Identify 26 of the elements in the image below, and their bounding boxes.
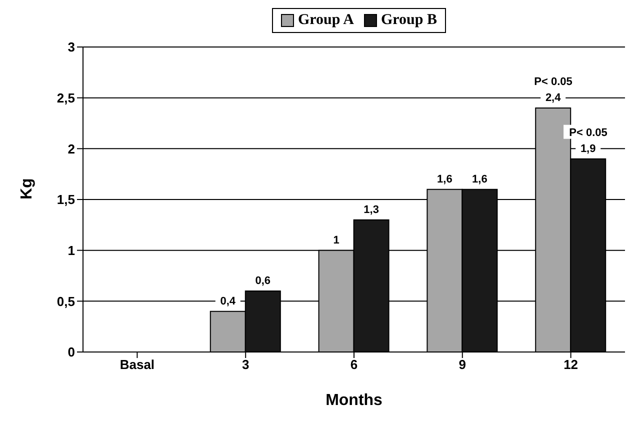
data-label: 1,3	[364, 204, 379, 216]
data-label: 1,6	[437, 173, 452, 186]
y-tick-label: 2,5	[56, 90, 75, 106]
x-tick-label: 3	[242, 357, 250, 372]
annotation: P< 0.05	[569, 126, 608, 139]
x-axis-title: Months	[326, 392, 383, 409]
y-tick-label: 1,5	[56, 192, 75, 208]
data-label: 0,6	[255, 275, 271, 287]
y-tick-label: 0,5	[56, 294, 75, 309]
y-tick-label: 0	[68, 344, 75, 360]
x-tick-label: 6	[350, 357, 358, 372]
annotation: P< 0.05	[534, 76, 572, 88]
data-label: 1	[333, 234, 340, 246]
y-tick-label: 2	[68, 141, 75, 156]
x-tick-label: 9	[458, 357, 466, 372]
y-axis-title: Kg	[18, 178, 36, 200]
data-label: 1,6	[472, 173, 488, 186]
y-tick-label: 1	[68, 242, 75, 258]
y-tick-label: 3	[68, 40, 75, 55]
legend-label: Group B	[380, 12, 437, 29]
legend-label: Group A	[297, 12, 354, 29]
data-label: 1,9	[580, 142, 596, 155]
data-label: 0,4	[220, 295, 236, 308]
x-tick-label: Basal	[120, 357, 155, 372]
data-label: 2,4	[545, 92, 562, 104]
x-tick-label: 12	[564, 357, 578, 372]
